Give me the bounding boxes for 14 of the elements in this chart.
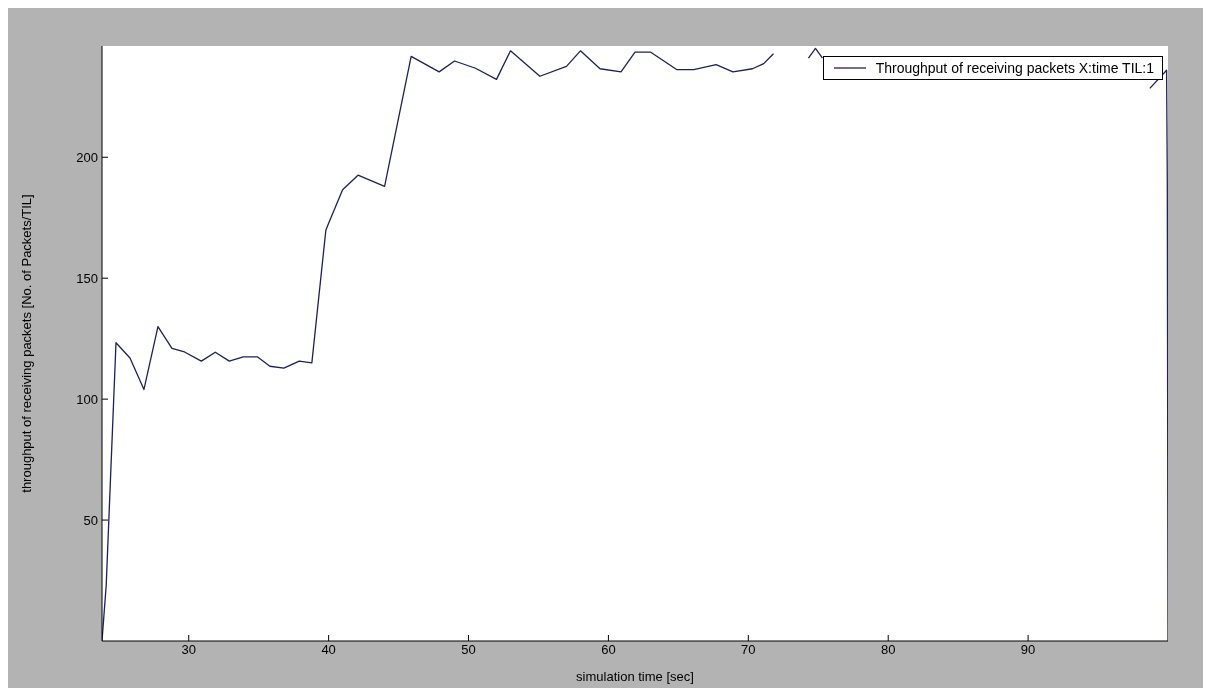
x-tick-label: 80 bbox=[880, 642, 896, 658]
x-tick-label: 60 bbox=[601, 642, 616, 658]
x-tick-label: 30 bbox=[181, 642, 196, 658]
y-tick-label: 200 bbox=[76, 149, 98, 165]
x-axis-title: simulation time [sec] bbox=[576, 669, 694, 684]
x-tick-label: 50 bbox=[461, 642, 476, 658]
x-tick-label: 70 bbox=[741, 642, 756, 658]
x-tick-label: 40 bbox=[321, 642, 336, 658]
y-axis-title: throughput of receiving packets [No. of Packets/TIL] bbox=[18, 194, 34, 493]
y-tick-label: 100 bbox=[76, 391, 98, 407]
legend-label: Throughput of receiving packets X:time TIL:1 bbox=[875, 60, 1154, 76]
y-tick-label: 50 bbox=[83, 512, 98, 528]
y-tick-label: 150 bbox=[76, 270, 98, 286]
x-tick-label: 90 bbox=[1020, 642, 1036, 658]
